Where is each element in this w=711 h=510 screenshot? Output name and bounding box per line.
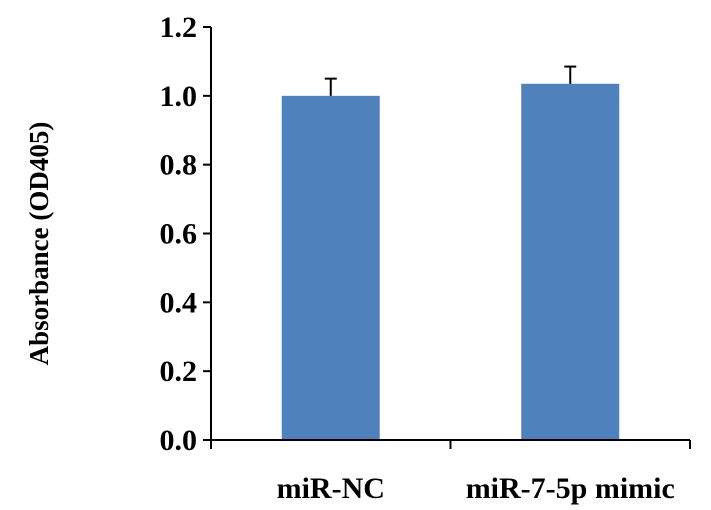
y-tick-label: 0.2 xyxy=(160,355,198,388)
x-ticks-group: miR-NC miR-7-5p mimic xyxy=(210,440,691,505)
bars-group xyxy=(281,83,620,440)
y-tick-label: 0.4 xyxy=(160,286,198,319)
y-tick-label: 0.8 xyxy=(160,149,198,182)
x-category-label: miR-7-5p mimic xyxy=(466,472,675,505)
x-category-label: miR-NC xyxy=(277,472,385,505)
y-axis-title: Absorbance (OD405) xyxy=(24,122,54,366)
y-tick-label: 1.2 xyxy=(160,11,198,44)
y-tick-label: 0.6 xyxy=(160,218,198,251)
bar-mir-7-5p-mimic xyxy=(521,83,620,440)
y-tick-label: 0.0 xyxy=(160,424,198,457)
error-bars-group xyxy=(324,65,577,96)
y-tick-label: 1.0 xyxy=(160,80,198,113)
bar-mir-nc xyxy=(281,95,380,440)
y-ticks-group: 0.0 0.2 0.4 0.6 0.8 1.0 1.2 xyxy=(160,11,211,457)
